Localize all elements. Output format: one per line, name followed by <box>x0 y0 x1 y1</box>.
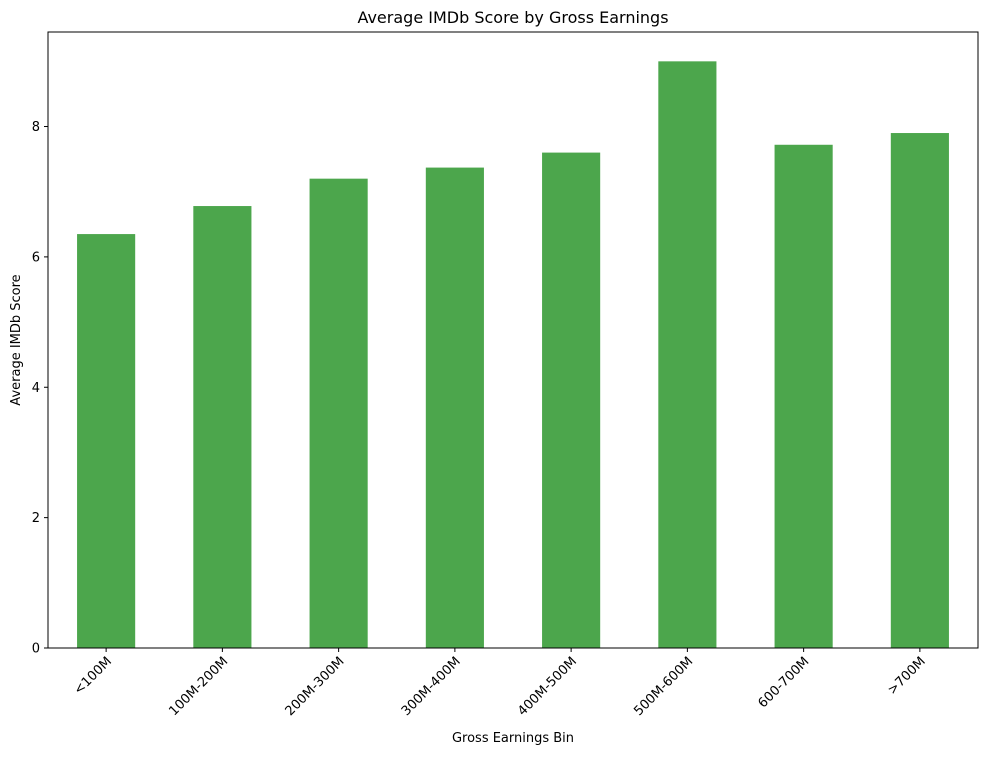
y-tick-label-2: 4 <box>32 381 40 396</box>
bar-5 <box>658 61 717 649</box>
bar-2 <box>309 178 368 648</box>
x-tick-label-2: 200M-300M <box>283 654 348 719</box>
x-axis: <100M 100M-200M 200M-300M 300M-400M 400M-500… <box>71 648 929 719</box>
bar-7 <box>890 133 949 648</box>
plot-area <box>77 61 949 649</box>
x-tick-label-3: 300M-400M <box>399 654 464 719</box>
x-tick-label-0: <100M <box>71 654 115 698</box>
y-tick-label-3: 6 <box>32 250 40 265</box>
y-tick-label-1: 2 <box>32 511 40 526</box>
x-tick-label-7: >700M <box>885 654 929 698</box>
y-axis: 0 2 4 6 8 <box>32 120 48 657</box>
bar-1 <box>193 206 252 649</box>
y-tick-label-0: 0 <box>32 642 40 657</box>
x-tick-label-5: 500M-600M <box>631 654 696 719</box>
plot-frame <box>47 31 979 649</box>
y-tick-label-4: 8 <box>32 120 40 135</box>
bar-4 <box>542 152 601 648</box>
bar-6 <box>774 144 833 648</box>
x-tick-label-4: 400M-500M <box>515 654 580 719</box>
bar-3 <box>425 167 484 648</box>
x-tick-label-6: 600-700M <box>755 654 812 711</box>
x-axis-label: Gross Earnings Bin <box>452 731 574 746</box>
x-tick-label-1: 100M-200M <box>166 654 231 719</box>
y-axis-label: Average IMDb Score <box>9 274 24 405</box>
bar-0 <box>77 234 136 648</box>
chart-title: Average IMDb Score by Gross Earnings <box>357 8 668 27</box>
